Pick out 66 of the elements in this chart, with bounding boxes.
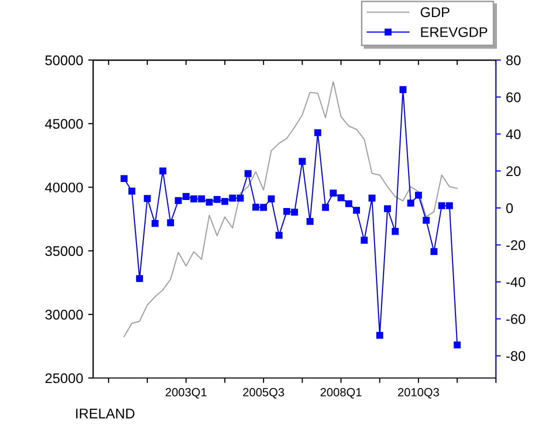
y-tick-label: 45000 <box>45 118 83 129</box>
y2-tick-label: 60 <box>506 92 521 102</box>
point <box>268 195 275 202</box>
point <box>407 200 414 207</box>
point <box>392 228 399 235</box>
point <box>174 197 182 204</box>
point <box>338 194 344 202</box>
point <box>368 194 376 202</box>
x-tick-label: 2003Q1 <box>166 388 206 399</box>
point <box>260 204 267 211</box>
y2-tick-label: 0 <box>506 203 513 214</box>
point <box>400 86 406 94</box>
y-tick-label: 30000 <box>45 310 83 320</box>
legend-label: EREVGDP <box>421 27 488 38</box>
point <box>322 204 329 211</box>
point <box>384 205 391 212</box>
point <box>206 198 213 206</box>
point <box>136 275 144 282</box>
point <box>198 195 206 202</box>
text: IRELAND <box>76 408 134 418</box>
point <box>214 196 221 203</box>
point <box>283 208 290 215</box>
point <box>415 192 422 199</box>
point <box>330 190 337 197</box>
point <box>144 195 151 202</box>
legend-label: GDP <box>420 7 450 18</box>
point <box>182 193 190 200</box>
point <box>314 129 322 136</box>
y2-tick-label: 80 <box>506 55 521 66</box>
point <box>291 208 298 216</box>
point <box>159 167 166 174</box>
point <box>360 236 368 244</box>
point <box>120 175 128 182</box>
x-tick-label: 2010Q3 <box>398 388 439 399</box>
point <box>128 188 136 195</box>
point <box>438 202 446 210</box>
x-tick-label: 2008Q1 <box>320 388 362 399</box>
point <box>353 206 360 214</box>
x-tick-label: 2005Q3 <box>243 388 284 399</box>
point <box>430 248 438 256</box>
y2-tick-label: -40 <box>506 277 526 288</box>
point <box>167 219 174 226</box>
y2-tick-label: -80 <box>506 351 526 361</box>
point <box>221 198 228 205</box>
point <box>276 232 282 239</box>
point <box>306 218 314 225</box>
y-tick-label: 50000 <box>45 55 83 66</box>
point <box>229 194 236 202</box>
point <box>152 220 159 227</box>
point <box>446 202 453 210</box>
point <box>244 170 252 178</box>
point <box>454 341 461 348</box>
y2-tick-label: -20 <box>506 240 526 250</box>
y-tick-label: 40000 <box>45 182 83 192</box>
point <box>345 200 352 208</box>
y2-tick-label: 40 <box>506 129 521 140</box>
y2-tick-label: 20 <box>506 166 521 176</box>
point <box>252 204 260 211</box>
y-tick-label: 25000 <box>45 373 83 384</box>
point <box>236 194 244 202</box>
y2-tick-label: -60 <box>506 314 526 324</box>
point <box>190 195 198 202</box>
point <box>422 216 430 224</box>
point <box>298 158 306 165</box>
y-tick-label: 35000 <box>45 246 83 256</box>
point <box>376 332 384 339</box>
